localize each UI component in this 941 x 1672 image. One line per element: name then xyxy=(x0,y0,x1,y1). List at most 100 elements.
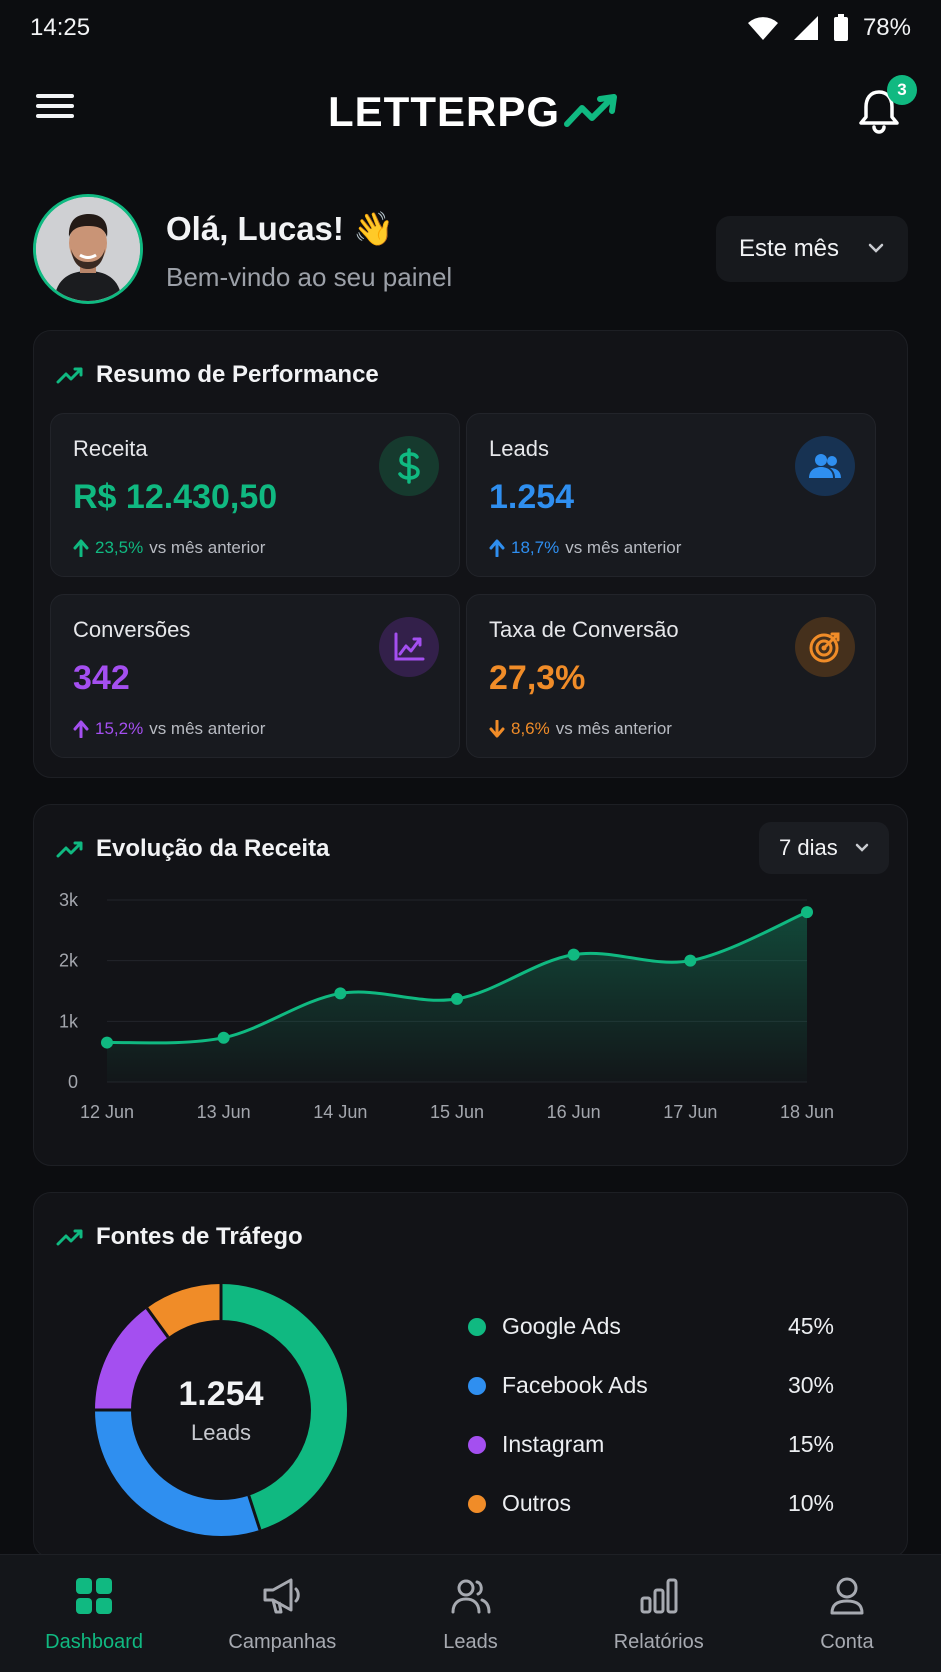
data-point[interactable] xyxy=(101,1036,113,1049)
x-tick-label: 16 Jun xyxy=(547,1102,601,1122)
bottom-nav: Dashboard Campanhas Leads Relatórios Con… xyxy=(0,1554,941,1672)
nav-label: Dashboard xyxy=(45,1631,144,1653)
donut-gap xyxy=(145,1307,170,1339)
legend-item-google-ads[interactable]: Google Ads 45% xyxy=(468,1297,868,1356)
x-tick-label: 18 Jun xyxy=(780,1102,834,1122)
nav-item-dashboard[interactable]: Dashboard xyxy=(0,1555,188,1672)
metric-value: R$ 12.430,50 xyxy=(73,478,278,516)
donut-total-label: Leads xyxy=(191,1419,251,1445)
grid-icon xyxy=(76,1578,113,1614)
traffic-sources-card: Fontes de Tráfego 1.254 Leads Google Ads… xyxy=(33,1192,908,1558)
legend-dot xyxy=(468,1435,486,1454)
legend-pct: 30% xyxy=(787,1372,834,1398)
x-tick-label: 14 Jun xyxy=(313,1102,367,1122)
metric-value: 27,3% xyxy=(489,659,586,697)
donut-slice-outros[interactable] xyxy=(146,1284,222,1338)
nav-item-conta[interactable]: Conta xyxy=(753,1555,941,1672)
donut-slice-instagram[interactable] xyxy=(95,1308,169,1411)
traffic-title: Fontes de Tráfego xyxy=(56,1223,303,1251)
legend-name: Outros xyxy=(502,1490,572,1516)
revenue-chart-card: Evolução da Receita 7 dias 0 1k 2k 3k 12 Jun… xyxy=(33,804,908,1166)
data-point[interactable] xyxy=(451,992,463,1005)
legend-name: Instagram xyxy=(502,1431,605,1457)
metric-value: 342 xyxy=(73,659,130,697)
revenue-title: Evolução da Receita xyxy=(56,835,329,863)
metric-label: Conversões xyxy=(73,617,191,642)
period-value: Este mês xyxy=(739,235,840,262)
legend-pct: 15% xyxy=(787,1431,834,1457)
status-time: 14:25 xyxy=(30,14,91,41)
battery-icon xyxy=(833,14,848,41)
arrow-down-icon xyxy=(489,720,505,738)
metric-card-conversions[interactable]: Conversões 342 15,2% vs mês anterior xyxy=(50,594,460,758)
revenue-chart: 0 1k 2k 3k 12 Jun 13 Jun 14 Jun 15 Jun 16 Jun 17 … xyxy=(59,890,834,1122)
battery-level: 78% xyxy=(862,14,911,41)
legend-pct: 10% xyxy=(787,1490,834,1516)
metric-delta: 8,6% vs mês anterior xyxy=(489,719,672,739)
data-point[interactable] xyxy=(567,948,580,961)
users-icon xyxy=(795,436,855,496)
greeting-title: Olá, Lucas! 👋 xyxy=(166,210,395,247)
metric-label: Taxa de Conversão xyxy=(489,617,679,642)
nav-item-campanhas[interactable]: Campanhas xyxy=(188,1555,376,1672)
nav-label: Leads xyxy=(443,1631,498,1653)
metric-delta-value: 8,6% xyxy=(511,719,550,738)
data-point[interactable] xyxy=(217,1031,230,1044)
metric-card-conversion-rate[interactable]: Taxa de Conversão 27,3% 8,6% vs mês ante… xyxy=(466,594,876,758)
data-point[interactable] xyxy=(334,987,347,1000)
performance-title: Resumo de Performance xyxy=(56,361,379,389)
megaphone-icon xyxy=(263,1578,301,1614)
donut-svg xyxy=(95,1284,347,1536)
metric-value: 1.254 xyxy=(489,478,575,516)
metric-delta: 15,2% vs mês anterior xyxy=(73,719,265,739)
legend-name: Facebook Ads xyxy=(502,1372,648,1398)
donut-gap xyxy=(247,1495,262,1531)
performance-title-text: Resumo de Performance xyxy=(96,361,379,388)
donut-slice-facebook-ads[interactable] xyxy=(95,1409,260,1536)
nav-item-leads[interactable]: Leads xyxy=(376,1555,564,1672)
avatar-image xyxy=(36,197,140,301)
legend-item-outros[interactable]: Outros 10% xyxy=(468,1474,868,1533)
bar-chart-icon xyxy=(640,1578,678,1614)
target-icon xyxy=(795,617,855,677)
chart-growth-icon xyxy=(379,617,439,677)
legend-pct: 45% xyxy=(787,1313,834,1339)
traffic-donut-chart: 1.254 Leads xyxy=(92,1281,350,1539)
trend-icon xyxy=(56,1229,83,1246)
y-tick-label: 0 xyxy=(68,1072,78,1092)
x-tick-label: 13 Jun xyxy=(197,1102,251,1122)
legend-item-facebook-ads[interactable]: Facebook Ads 30% xyxy=(468,1356,868,1415)
y-tick-label: 1k xyxy=(59,1011,79,1031)
avatar[interactable] xyxy=(33,194,143,304)
revenue-area xyxy=(107,912,807,1082)
revenue-title-text: Evolução da Receita xyxy=(96,835,330,862)
x-tick-label: 12 Jun xyxy=(80,1102,134,1122)
donut-center: 1.254 Leads xyxy=(92,1281,350,1539)
legend-dot xyxy=(468,1317,486,1336)
traffic-legend: Google Ads 45% Facebook Ads 30% Instagra… xyxy=(468,1297,868,1533)
donut-slice-google-ads[interactable] xyxy=(220,1284,347,1530)
y-tick-label: 2k xyxy=(59,951,79,971)
metric-delta: 18,7% vs mês anterior xyxy=(489,538,681,558)
metric-card-revenue[interactable]: Receita R$ 12.430,50 23,5% vs mês anteri… xyxy=(50,413,460,577)
user-icon xyxy=(830,1577,864,1615)
period-dropdown[interactable]: Este mês xyxy=(716,216,908,282)
metric-delta-value: 23,5% xyxy=(95,538,144,557)
performance-card: Resumo de Performance Receita R$ 12.430,… xyxy=(33,330,908,778)
chevron-down-icon xyxy=(855,843,869,852)
app-header: LETTERPG 3 xyxy=(0,70,941,150)
range-dropdown[interactable]: 7 dias xyxy=(759,822,889,874)
nav-item-relatorios[interactable]: Relatórios xyxy=(565,1555,753,1672)
data-point[interactable] xyxy=(801,906,813,919)
hamburger-icon[interactable] xyxy=(36,90,80,128)
legend-item-instagram[interactable]: Instagram 15% xyxy=(468,1415,868,1474)
arrow-up-icon xyxy=(73,539,89,557)
metric-delta: 23,5% vs mês anterior xyxy=(73,538,265,558)
metric-delta-text: vs mês anterior xyxy=(565,538,682,557)
arrow-up-icon xyxy=(73,720,89,738)
x-tick-label: 15 Jun xyxy=(430,1102,484,1122)
data-point[interactable] xyxy=(684,954,697,967)
metric-delta-text: vs mês anterior xyxy=(149,719,266,738)
metric-card-leads[interactable]: Leads 1.254 18,7% vs mês anterior xyxy=(466,413,876,577)
